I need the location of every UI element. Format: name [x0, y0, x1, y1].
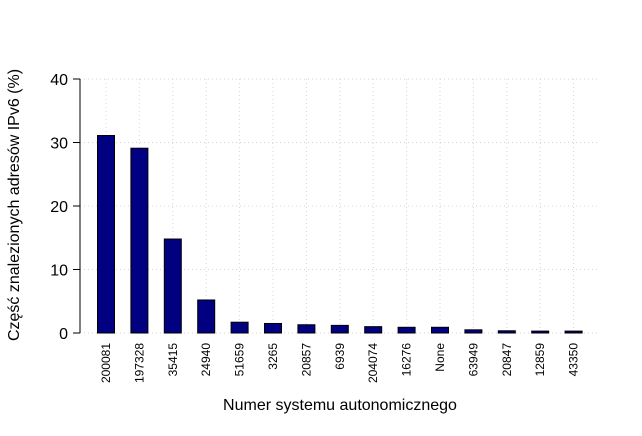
- x-tick-label: 16276: [400, 343, 414, 377]
- x-tick-label: 63949: [466, 343, 480, 377]
- y-tick-label: 0: [59, 326, 68, 343]
- x-tick-label: None: [433, 343, 447, 372]
- y-axis: 0 10 20 30 40: [50, 72, 81, 343]
- bar-197328: [130, 147, 149, 334]
- bars: [97, 135, 583, 334]
- y-tick-label: 40: [50, 72, 68, 89]
- x-tick-label: 24940: [199, 343, 213, 377]
- bar-43350: [564, 330, 583, 334]
- bar-200081: [97, 135, 115, 334]
- x-tick-label: 51659: [233, 343, 247, 377]
- bar-20857: [297, 324, 316, 334]
- x-tick-label: 197328: [132, 343, 146, 383]
- bar-16276: [397, 326, 416, 334]
- x-tick-label: 204074: [366, 343, 380, 383]
- x-tick-label: 20847: [500, 343, 514, 377]
- x-tick-label: 43350: [567, 343, 581, 377]
- x-tick-label: 6939: [333, 343, 347, 370]
- y-axis-label: Część znalezionych adresów IPv6 (%): [6, 69, 23, 341]
- x-axis-tick-labels: 200081 197328 35415 24940 51659 3265 20857 6939…: [99, 343, 581, 383]
- bar-63949: [464, 329, 483, 334]
- bar-51659: [230, 321, 249, 334]
- x-tick-label: 20857: [299, 343, 313, 377]
- x-axis-label: Numer systemu autonomicznego: [223, 397, 457, 414]
- bar-20847: [497, 330, 516, 334]
- x-tick-label: 12859: [533, 343, 547, 377]
- y-tick-label: 10: [50, 263, 68, 280]
- bar-3265: [264, 322, 282, 334]
- grid: [80, 78, 600, 334]
- bar-204074: [364, 326, 383, 334]
- y-tick-label: 20: [50, 199, 68, 216]
- bar-6939: [330, 324, 349, 334]
- x-tick-label: 3265: [266, 343, 280, 370]
- x-tick-label: 35415: [166, 343, 180, 377]
- bar-None: [431, 326, 449, 334]
- bar-12859: [531, 330, 550, 334]
- y-tick-label: 30: [50, 136, 68, 153]
- bar-35415: [163, 238, 182, 334]
- bar-24940: [197, 299, 216, 334]
- x-tick-label: 200081: [99, 343, 113, 383]
